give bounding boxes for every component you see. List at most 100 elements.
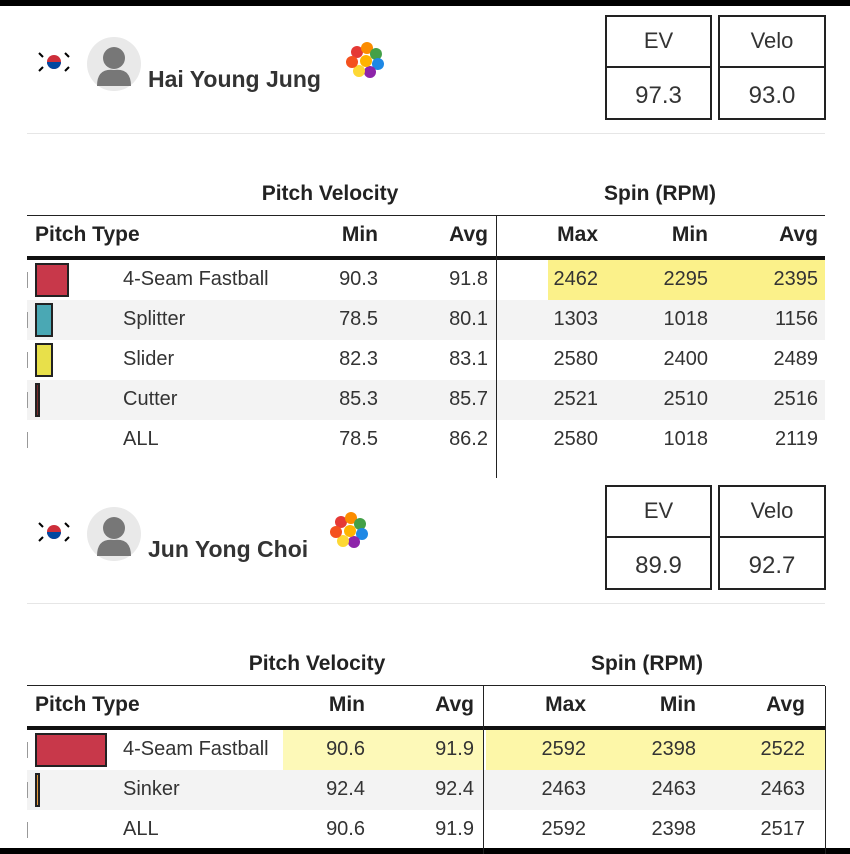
cell-value: 78.5: [339, 428, 378, 450]
group-header: Pitch Velocity: [248, 652, 386, 675]
stat-divider: [718, 66, 826, 68]
cell-value: 92.4: [435, 778, 474, 800]
usage-bar: [35, 303, 53, 337]
column-header: Max: [557, 223, 598, 246]
cell-value: 83.1: [449, 348, 488, 370]
row-marker: [27, 392, 28, 408]
cell-value: 2521: [553, 388, 599, 410]
column-header: Avg: [449, 223, 488, 246]
cell-value: 2463: [651, 778, 697, 800]
player-icons: [37, 37, 384, 91]
cell-value: 2463: [541, 778, 587, 800]
cell-value: 2462: [553, 268, 599, 290]
header-thick-rule: [27, 726, 825, 730]
header-thick-rule: [27, 256, 825, 260]
usage-bar: [35, 733, 107, 767]
stat-divider: [605, 66, 712, 68]
separator: [27, 603, 825, 604]
cell-value: 91.9: [435, 738, 474, 760]
pitch-name: Cutter: [123, 388, 178, 410]
cell-value: 2400: [663, 348, 709, 370]
cell-value: 2119: [774, 428, 818, 450]
row-marker: [27, 742, 28, 758]
usage-bar: [35, 383, 40, 417]
column-header: Avg: [435, 693, 474, 716]
cell-value: 85.7: [449, 388, 488, 410]
cell-value: 91.8: [449, 268, 488, 290]
group-header: Pitch Velocity: [261, 182, 399, 205]
column-header: Min: [328, 693, 365, 716]
cell-value: 86.2: [449, 428, 488, 450]
cell-value: 2463: [760, 778, 806, 800]
cell-value: 2295: [663, 268, 709, 290]
top-border: [0, 0, 850, 6]
cell-value: 90.6: [326, 738, 365, 760]
column-header: Max: [545, 693, 586, 716]
player-name: Hai Young Jung: [148, 66, 321, 92]
pitch-name: Sinker: [123, 778, 180, 800]
group-header: Spin (RPM): [591, 652, 703, 675]
column-header: Min: [671, 223, 708, 246]
cell-value: 85.3: [339, 388, 378, 410]
column-header: Avg: [779, 223, 818, 246]
cell-value: 2516: [773, 388, 819, 410]
stat-label: EV: [643, 498, 674, 523]
stat-divider: [718, 536, 826, 538]
stat-label: EV: [643, 28, 674, 53]
pitch-name: ALL: [123, 428, 159, 450]
column-divider: [483, 686, 484, 854]
flag: [37, 50, 71, 74]
row-marker: [27, 272, 28, 288]
cell-value: 90.3: [339, 268, 378, 290]
team-logo: [346, 42, 384, 78]
stat-divider: [605, 536, 712, 538]
pitch-name: 4-Seam Fastball: [123, 738, 269, 760]
cell-value: 92.4: [326, 778, 365, 800]
avatar: [87, 37, 141, 91]
player-icons: [37, 507, 368, 561]
cell-value: 80.1: [449, 308, 488, 330]
row-background: [27, 380, 825, 420]
stat-value: 93.0: [748, 82, 796, 109]
cell-value: 2510: [663, 388, 709, 410]
stat-value: 97.3: [635, 82, 682, 109]
row-marker: [27, 782, 28, 798]
cell-value: 2489: [773, 348, 819, 370]
column-header: Pitch Type: [35, 223, 140, 246]
cell-value: 2395: [773, 268, 819, 290]
stat-value: 89.9: [635, 552, 682, 579]
row-marker: [27, 312, 28, 328]
pitch-name: ALL: [123, 818, 159, 840]
row-marker: [27, 352, 28, 368]
team-logo: [330, 512, 368, 548]
separator: [27, 133, 825, 134]
spin-highlight: [548, 260, 825, 300]
usage-bar: [35, 343, 53, 377]
column-divider: [496, 216, 497, 478]
stat-label: Velo: [750, 28, 794, 53]
stat-label: Velo: [750, 498, 794, 523]
group-header: Spin (RPM): [604, 182, 716, 205]
pitch-name: Splitter: [123, 308, 186, 330]
velocity-highlight: [283, 730, 483, 770]
cell-value: 2398: [651, 818, 697, 840]
stat-value: 92.7: [748, 552, 796, 579]
cell-value: 1156: [774, 308, 818, 330]
cell-value: 1303: [553, 308, 599, 330]
pitch-name: Slider: [123, 348, 175, 370]
cell-value: 90.6: [326, 818, 365, 840]
cell-value: 78.5: [339, 308, 378, 330]
column-header: Min: [659, 693, 696, 716]
column-header: Pitch Type: [35, 693, 140, 716]
header-rule: [27, 215, 825, 216]
cell-value: 2517: [760, 818, 806, 840]
cell-value: 82.3: [339, 348, 378, 370]
cell-value: 2522: [760, 738, 806, 760]
usage-bar: [35, 773, 40, 807]
cell-value: 2580: [553, 428, 599, 450]
row-background: [27, 770, 825, 810]
usage-bar: [35, 263, 69, 297]
player-name: Jun Yong Choi: [148, 536, 309, 562]
